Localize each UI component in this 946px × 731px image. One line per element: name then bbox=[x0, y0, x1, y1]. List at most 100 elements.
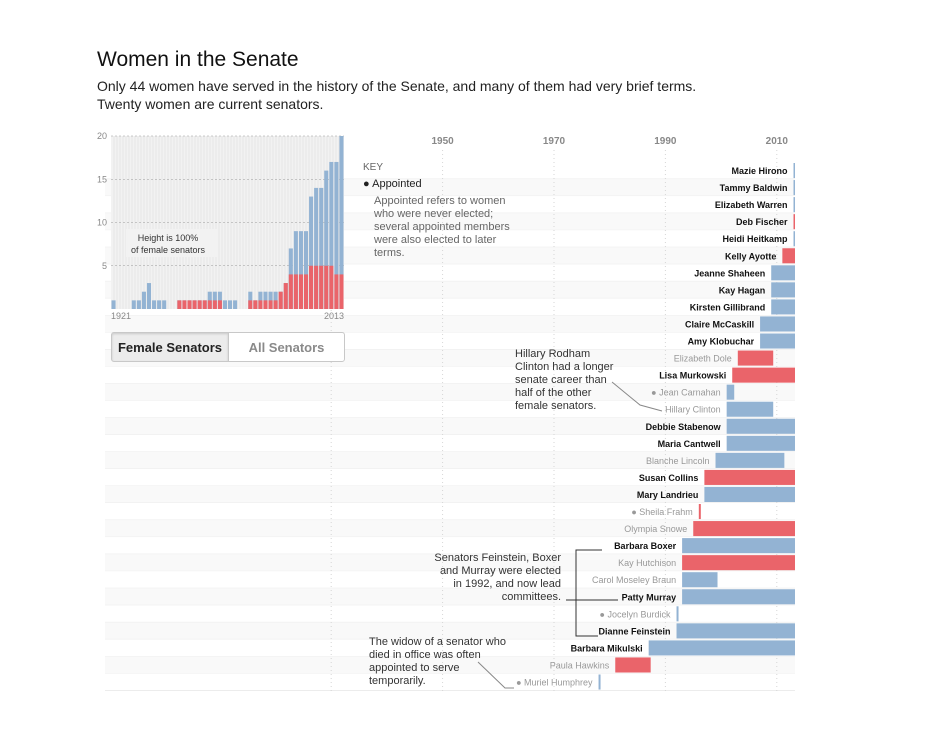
inset-bar-total bbox=[152, 300, 157, 309]
senator-name-label: Kay Hagan bbox=[719, 285, 766, 295]
senator-name-label: Patty Murray bbox=[622, 592, 677, 602]
senator-name-label: Carol Moseley Braun bbox=[592, 575, 676, 585]
annotation-clinton: Hillary Rodham Clinton had a longer sena… bbox=[515, 348, 614, 412]
inset-bar-total bbox=[319, 187, 324, 309]
senator-name-label: Mary Landrieu bbox=[637, 490, 699, 500]
inset-note-line2: of female senators bbox=[131, 245, 206, 255]
row-band bbox=[105, 468, 795, 486]
inset-bar-total bbox=[309, 196, 314, 309]
senator-name-label: Kay Hutchison bbox=[618, 558, 676, 568]
senator-name-label: Deb Fischer bbox=[736, 217, 788, 227]
senator-bar bbox=[737, 350, 774, 366]
inset-y-tick-label: 10 bbox=[97, 218, 107, 228]
row-band bbox=[105, 417, 795, 435]
row-band bbox=[105, 571, 795, 589]
inset-bar-appointed bbox=[258, 300, 263, 309]
inset-bar-appointed bbox=[298, 274, 303, 309]
senator-bar bbox=[598, 674, 601, 690]
senator-bar bbox=[726, 401, 774, 417]
year-tick-label: 2010 bbox=[766, 136, 789, 147]
inset-bar-total bbox=[293, 231, 298, 309]
senator-name-label: Amy Klobuchar bbox=[688, 337, 755, 347]
senator-name-label: ● Jean Carnahan bbox=[651, 388, 720, 398]
inset-bar-total bbox=[324, 170, 329, 309]
inset-bar-appointed bbox=[192, 300, 197, 309]
senator-bar bbox=[704, 486, 795, 502]
inset-bar-appointed bbox=[217, 300, 222, 309]
leader-widow bbox=[477, 661, 514, 689]
inset-bar-total bbox=[334, 161, 339, 309]
senator-name-label: ● Sheila Frahm bbox=[631, 507, 692, 517]
inset-bar-appointed bbox=[197, 300, 202, 309]
female-senators-toggle[interactable]: Female Senators bbox=[111, 332, 229, 362]
inset-bar-total bbox=[233, 300, 238, 309]
senator-bar bbox=[715, 452, 785, 468]
inset-bar-total bbox=[303, 231, 309, 309]
senator-name-label: Barbara Boxer bbox=[614, 541, 677, 551]
inset-bar-appointed bbox=[288, 274, 293, 309]
year-tick-label: 1990 bbox=[654, 136, 677, 147]
inset-bar-appointed bbox=[212, 300, 217, 309]
senator-bar bbox=[682, 555, 795, 571]
inset-bar-total bbox=[141, 291, 146, 309]
key-appointed: ● Appointed bbox=[363, 178, 422, 190]
senator-name-label: Kelly Ayotte bbox=[725, 251, 776, 261]
inset-bar-total bbox=[162, 300, 167, 309]
inset-bar-appointed bbox=[248, 300, 253, 309]
inset-bar-appointed bbox=[334, 274, 339, 309]
inset-bar-appointed bbox=[273, 300, 278, 309]
row-band bbox=[105, 639, 795, 657]
inset-bar-total bbox=[329, 161, 334, 309]
inset-bar-appointed bbox=[324, 265, 329, 309]
inset-bar-appointed bbox=[319, 265, 324, 309]
inset-bar-appointed bbox=[293, 274, 298, 309]
senator-name-label: Paula Hawkins bbox=[550, 660, 610, 670]
senator-bar bbox=[676, 623, 795, 639]
inset-bar-appointed bbox=[177, 300, 182, 309]
senator-bar bbox=[698, 504, 701, 520]
senator-bar bbox=[782, 248, 795, 264]
inset-bar-total bbox=[314, 187, 319, 309]
inset-x-tick-label: 1921 bbox=[111, 311, 131, 321]
inset-y-tick-label: 5 bbox=[102, 261, 107, 271]
row-band bbox=[105, 554, 795, 572]
senator-bar bbox=[732, 367, 795, 383]
senator-bar bbox=[771, 265, 795, 281]
key-appointed-label: Appointed bbox=[372, 178, 422, 190]
inset-bar-appointed bbox=[187, 300, 192, 309]
year-tick-label: 1970 bbox=[543, 136, 566, 147]
senator-bar bbox=[793, 197, 795, 213]
senator-bar bbox=[793, 180, 795, 196]
inset-note-bg bbox=[126, 229, 218, 257]
inset-bar-total bbox=[111, 300, 116, 309]
senator-bar bbox=[615, 657, 651, 673]
annotation-widow: The widow of a senator who died in offic… bbox=[369, 636, 506, 687]
senator-name-label: Mazie Hirono bbox=[731, 166, 788, 176]
senator-bar bbox=[760, 316, 795, 332]
row-band bbox=[105, 622, 795, 640]
row-band bbox=[105, 400, 795, 418]
inset-y-tick-label: 20 bbox=[97, 131, 107, 141]
inset-x-tick-label: 2013 bbox=[324, 311, 344, 321]
leader-committees bbox=[566, 549, 618, 637]
page-subtitle: Only 44 women have served in the history… bbox=[97, 78, 697, 112]
senator-bar bbox=[682, 538, 795, 554]
inset-bar-total bbox=[339, 136, 344, 309]
year-tick-label: 1950 bbox=[431, 136, 454, 147]
all-senators-toggle[interactable]: All Senators bbox=[228, 332, 345, 362]
senator-bar bbox=[760, 333, 795, 349]
senator-bar bbox=[682, 589, 795, 605]
senator-bar bbox=[682, 572, 718, 588]
inset-bar-total bbox=[157, 300, 162, 309]
senator-bar bbox=[726, 435, 795, 451]
senator-name-label: ● Jocelyn Burdick bbox=[600, 609, 671, 619]
inset-bar-appointed bbox=[283, 283, 288, 309]
inset-bar-appointed bbox=[303, 274, 309, 309]
key-heading: KEY bbox=[363, 162, 384, 173]
row-band bbox=[105, 605, 795, 623]
senator-bar bbox=[771, 282, 795, 298]
senator-name-label: Hillary Clinton bbox=[665, 405, 721, 415]
senator-name-label: ● Muriel Humphrey bbox=[516, 678, 593, 688]
inset-bar-total bbox=[131, 300, 136, 309]
row-band bbox=[105, 588, 795, 606]
